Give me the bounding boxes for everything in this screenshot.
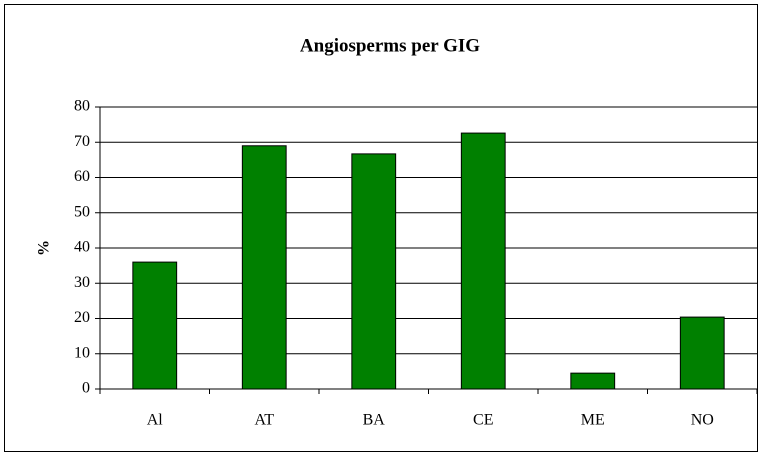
bar: [351, 153, 397, 390]
y-tick-label: 60: [74, 168, 90, 185]
y-tick-label: 70: [74, 133, 90, 150]
y-tick-label: 0: [82, 380, 90, 397]
chart-title: Angiosperms per GIG: [300, 35, 480, 56]
y-axis-label: %: [36, 240, 53, 256]
bar: [132, 261, 178, 390]
x-tick-label: BA: [363, 412, 386, 429]
bar: [241, 145, 287, 390]
bar: [679, 316, 725, 390]
y-tick-label: 40: [74, 239, 90, 256]
y-tick-label: 10: [74, 344, 90, 361]
y-tick-label: 50: [74, 203, 90, 220]
bar: [460, 132, 506, 390]
x-tick-label: NO: [691, 412, 714, 429]
y-tick-label: 20: [74, 309, 90, 326]
y-tick-label: 80: [74, 98, 90, 115]
x-tick-label: Al: [147, 412, 164, 429]
x-tick-label: CE: [473, 412, 493, 429]
x-tick-label: AT: [254, 412, 274, 429]
bar: [570, 372, 616, 390]
x-tick-label: ME: [581, 412, 605, 429]
y-tick-label: 30: [74, 274, 90, 291]
